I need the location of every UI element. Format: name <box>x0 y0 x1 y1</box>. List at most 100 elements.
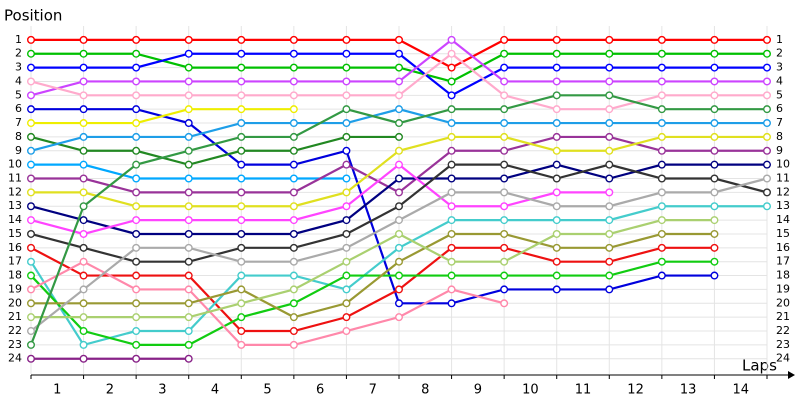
data-point <box>132 299 141 308</box>
data-point <box>395 229 404 238</box>
data-point <box>552 160 561 169</box>
data-point <box>79 63 88 72</box>
data-point <box>132 174 141 183</box>
data-point <box>500 35 509 44</box>
data-point <box>763 174 772 183</box>
data-point <box>289 271 298 280</box>
data-point <box>27 299 36 308</box>
y-tick-label-right: 5 <box>776 88 783 101</box>
data-point <box>500 299 509 308</box>
data-point <box>184 174 193 183</box>
data-point <box>132 119 141 128</box>
y-tick-label-right: 12 <box>776 185 790 198</box>
x-tick-label: 3 <box>158 383 166 398</box>
data-point <box>552 243 561 252</box>
data-point <box>710 77 719 86</box>
data-point <box>27 271 36 280</box>
y-tick-label: 4 <box>15 74 22 87</box>
data-point <box>500 285 509 294</box>
data-point <box>184 285 193 294</box>
data-point <box>132 91 141 100</box>
data-point <box>132 105 141 114</box>
data-point <box>342 202 351 211</box>
data-point <box>342 105 351 114</box>
y-tick-label: 14 <box>8 213 22 226</box>
data-point <box>132 354 141 363</box>
data-point <box>237 202 246 211</box>
data-point <box>184 243 193 252</box>
y-tick-label: 2 <box>15 47 22 60</box>
data-point <box>710 49 719 58</box>
data-point <box>552 202 561 211</box>
data-point <box>763 35 772 44</box>
data-point <box>237 35 246 44</box>
data-point <box>237 340 246 349</box>
y-tick-label: 10 <box>8 158 22 171</box>
data-point <box>447 77 456 86</box>
data-point <box>605 49 614 58</box>
data-point <box>447 299 456 308</box>
data-point <box>289 229 298 238</box>
data-point <box>710 35 719 44</box>
data-point <box>289 202 298 211</box>
data-point <box>27 188 36 197</box>
y-tick-label: 1 <box>15 33 22 46</box>
data-point <box>447 146 456 155</box>
data-point <box>79 327 88 336</box>
y-tick-label: 23 <box>8 338 22 351</box>
y-tick-label-right: 11 <box>776 172 790 185</box>
y-tick-label: 18 <box>8 269 22 282</box>
data-point <box>500 91 509 100</box>
y-tick-label-right: 13 <box>776 199 790 212</box>
data-point <box>657 119 666 128</box>
data-point <box>552 49 561 58</box>
data-point <box>27 216 36 225</box>
data-point <box>79 340 88 349</box>
data-point <box>710 174 719 183</box>
data-point <box>237 285 246 294</box>
y-tick-label-right: 9 <box>776 144 783 157</box>
data-point <box>342 77 351 86</box>
y-tick-label-right: 8 <box>776 130 783 143</box>
data-point <box>500 63 509 72</box>
data-point <box>657 35 666 44</box>
data-point <box>500 202 509 211</box>
data-point <box>237 174 246 183</box>
data-point <box>237 91 246 100</box>
data-point <box>605 188 614 197</box>
data-point <box>237 49 246 58</box>
data-point <box>184 271 193 280</box>
data-point <box>27 63 36 72</box>
data-point <box>132 202 141 211</box>
data-point <box>605 91 614 100</box>
data-point <box>763 105 772 114</box>
data-point <box>342 35 351 44</box>
series-line <box>30 246 715 333</box>
y-tick-label: 16 <box>8 241 22 254</box>
data-point <box>395 313 404 322</box>
data-point <box>552 285 561 294</box>
data-point <box>237 327 246 336</box>
data-point <box>289 340 298 349</box>
data-point <box>552 216 561 225</box>
data-point <box>342 257 351 266</box>
data-point <box>605 77 614 86</box>
series-line <box>31 232 715 319</box>
data-point <box>289 91 298 100</box>
data-point <box>447 105 456 114</box>
data-point <box>395 271 404 280</box>
series-line <box>30 260 505 346</box>
data-point <box>132 35 141 44</box>
data-point <box>447 243 456 252</box>
data-point <box>657 146 666 155</box>
data-point <box>132 257 141 266</box>
data-point <box>79 119 88 128</box>
series-line <box>30 163 610 236</box>
data-point <box>710 243 719 252</box>
data-point <box>184 354 193 363</box>
data-point <box>500 146 509 155</box>
data-point <box>552 271 561 280</box>
data-point <box>395 146 404 155</box>
data-point <box>657 49 666 58</box>
data-point <box>605 271 614 280</box>
